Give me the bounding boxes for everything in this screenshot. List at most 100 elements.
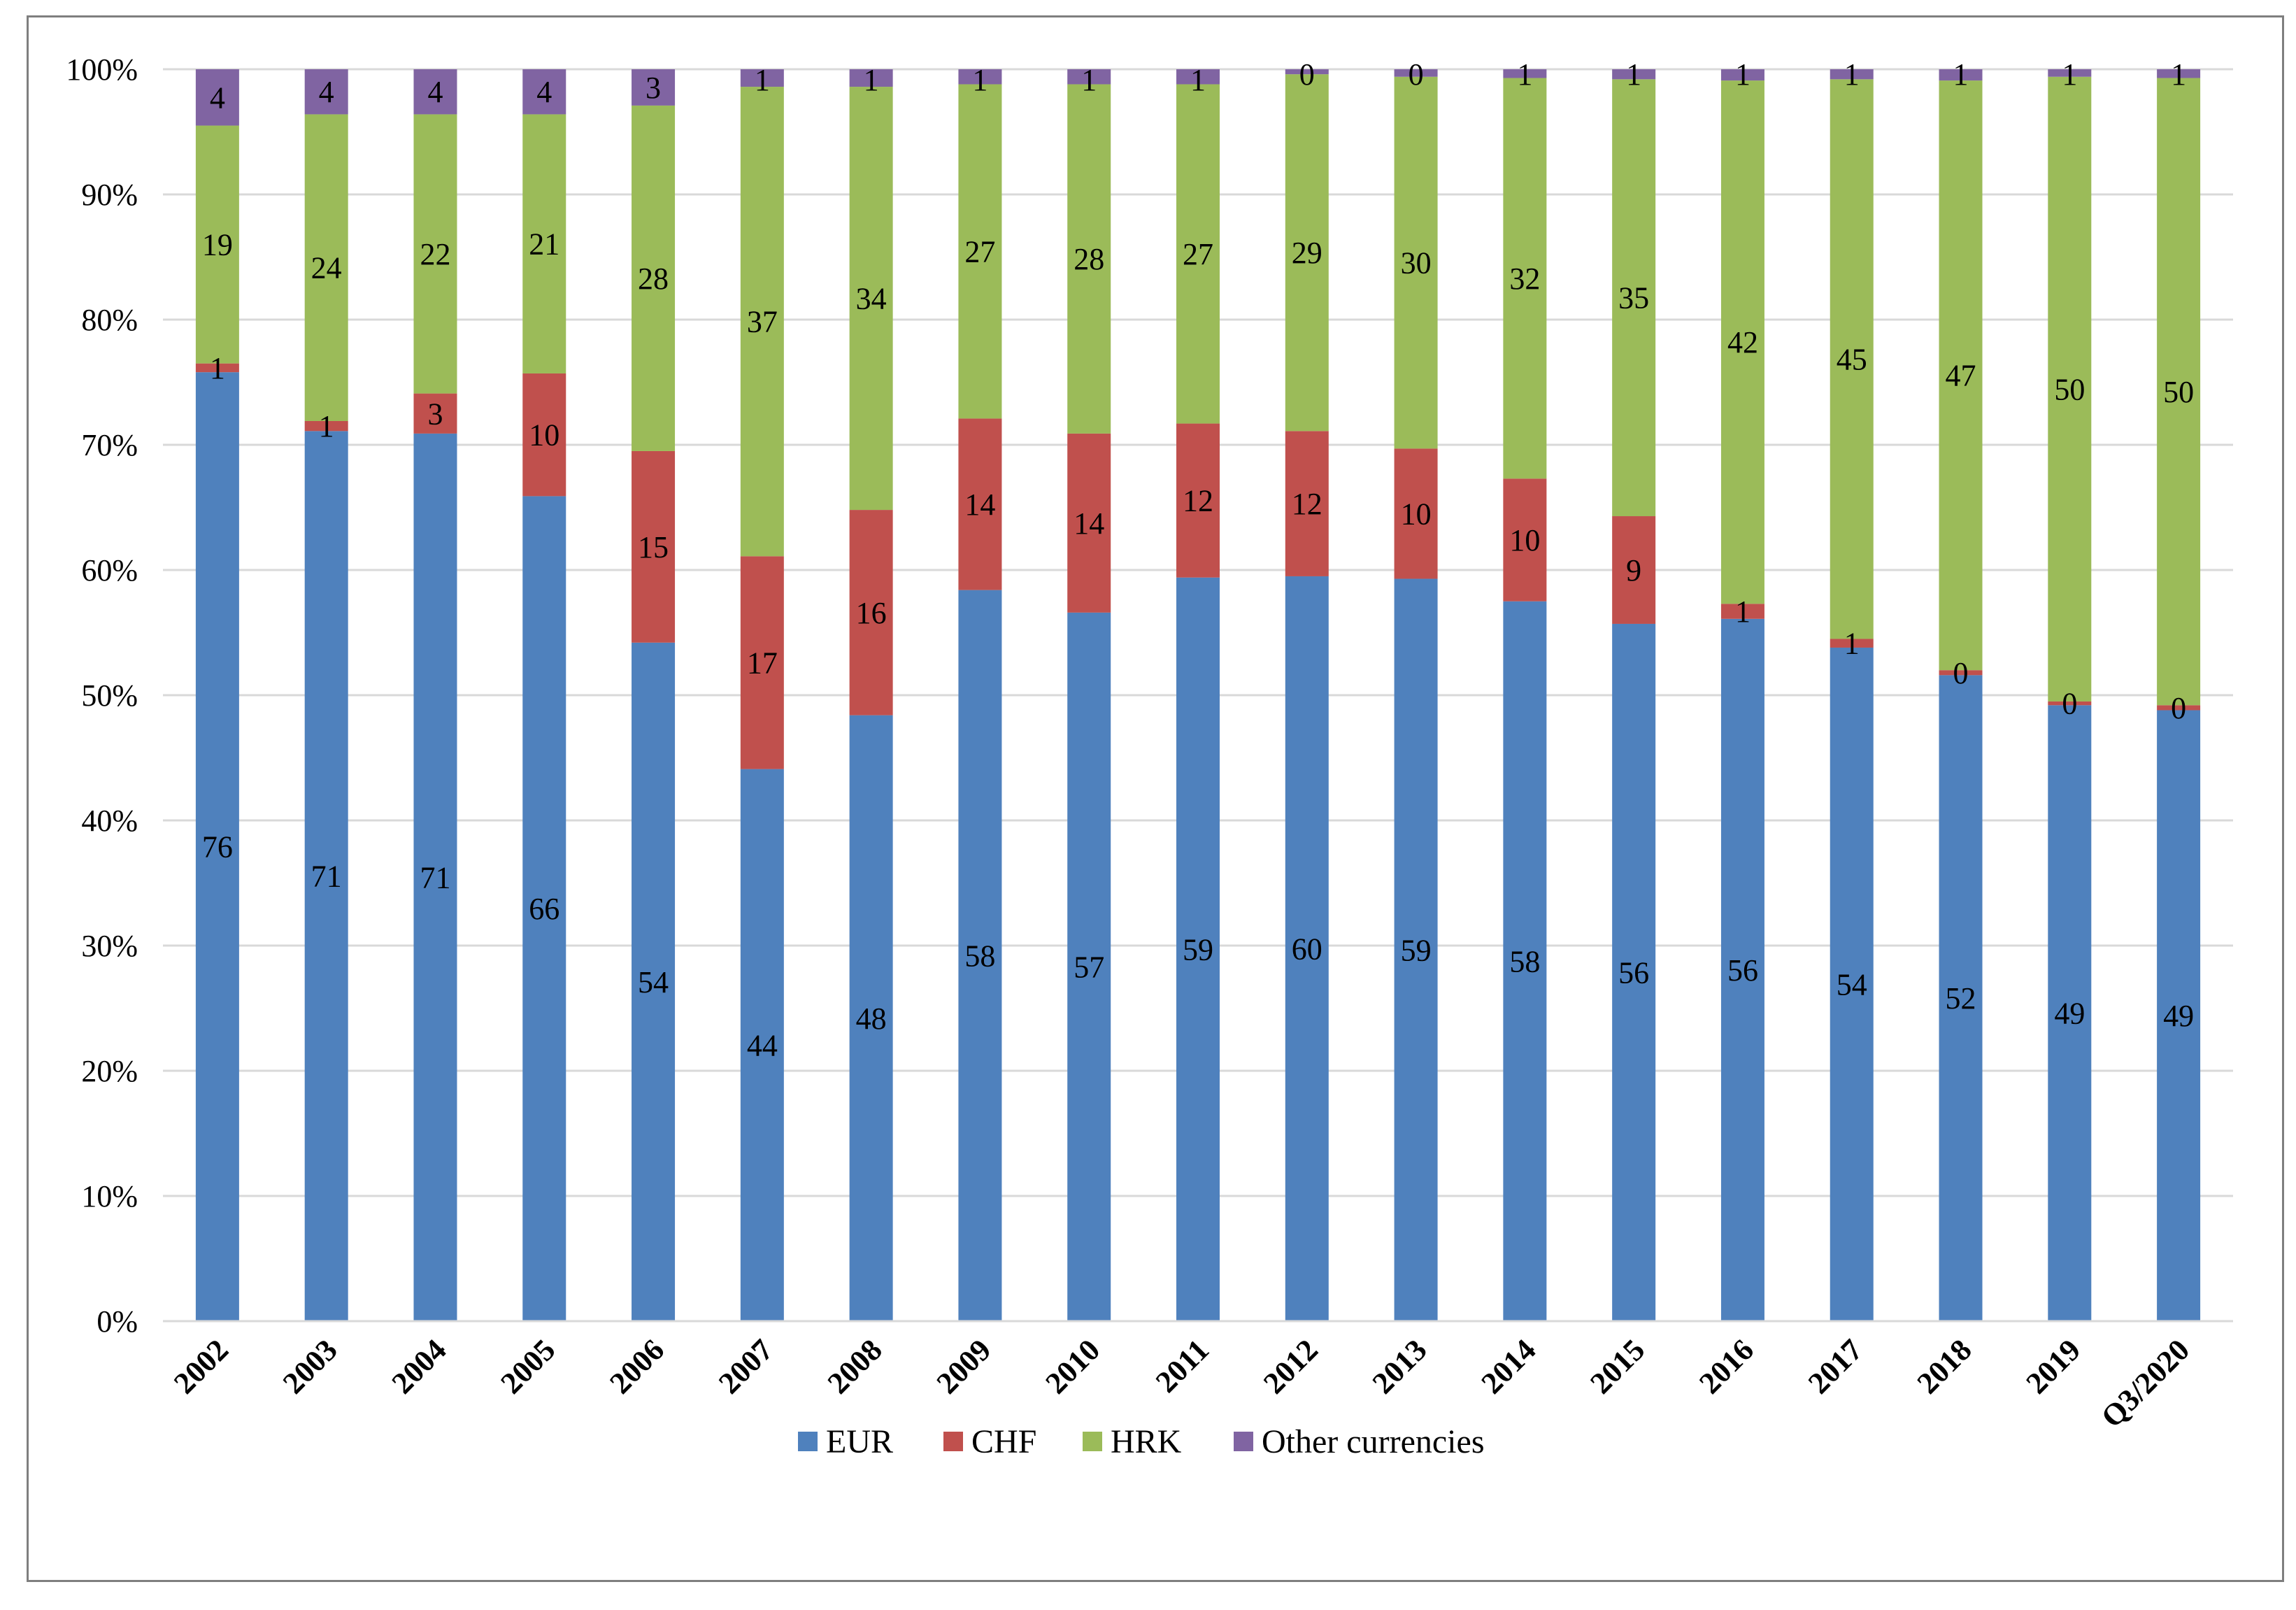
bar-segment-other-currencies xyxy=(522,69,566,115)
bar-segment-eur xyxy=(413,433,457,1321)
x-tick-label: 2019 xyxy=(2020,1332,2088,1400)
data-label-eur: 58 xyxy=(964,939,995,973)
data-label-chf: 0 xyxy=(2171,691,2186,725)
data-label-other-currencies: 1 xyxy=(2062,57,2077,92)
y-tick-label: 10% xyxy=(81,1179,138,1213)
bar-segment-other-currencies xyxy=(1067,69,1111,85)
data-label-hrk: 32 xyxy=(1509,262,1540,296)
bar-segment-other-currencies xyxy=(413,69,457,115)
bar-segment-other-currencies xyxy=(1285,69,1329,75)
bar-segment-eur xyxy=(1394,578,1438,1321)
data-label-other-currencies: 1 xyxy=(1626,57,1641,92)
x-tick-label: 2005 xyxy=(494,1332,562,1400)
data-label-chf: 1 xyxy=(319,409,334,443)
data-label-hrk: 27 xyxy=(964,234,995,269)
bar-segment-chf xyxy=(2048,701,2092,706)
bar-segment-other-currencies xyxy=(1612,69,1656,80)
legend-swatch-eur xyxy=(798,1432,818,1451)
data-label-hrk: 35 xyxy=(1618,281,1649,315)
bar-segment-chf xyxy=(1939,670,1983,676)
data-label-hrk: 45 xyxy=(1837,342,1867,376)
y-tick-label: 0% xyxy=(97,1304,138,1339)
data-label-hrk: 21 xyxy=(529,227,559,262)
bar-segment-eur xyxy=(958,590,1002,1321)
data-label-other-currencies: 1 xyxy=(1735,57,1750,92)
x-tick-label: 2011 xyxy=(1149,1332,1215,1399)
bar-segment-chf xyxy=(195,363,239,373)
data-label-eur: 54 xyxy=(1837,967,1867,1002)
data-label-chf: 16 xyxy=(856,596,887,630)
data-label-hrk: 22 xyxy=(420,237,450,271)
data-label-eur: 71 xyxy=(420,860,450,895)
bar-segment-other-currencies xyxy=(849,69,893,87)
x-tick-label: 2012 xyxy=(1257,1332,1325,1400)
bar-segment-hrk xyxy=(1285,74,1329,432)
data-label-other-currencies: 4 xyxy=(536,75,552,109)
legend-label-hrk: HRK xyxy=(1111,1423,1182,1460)
bar-segment-hrk xyxy=(195,125,239,364)
bar-segment-other-currencies xyxy=(1939,69,1983,81)
data-label-other-currencies: 1 xyxy=(972,63,987,97)
bar-segment-eur xyxy=(1176,577,1220,1321)
data-label-hrk: 30 xyxy=(1401,246,1432,280)
data-label-eur: 57 xyxy=(1074,950,1104,984)
data-label-other-currencies: 1 xyxy=(1953,57,1969,92)
bar-segment-hrk xyxy=(2048,76,2092,701)
data-label-hrk: 27 xyxy=(1183,237,1213,271)
bar-segment-chf xyxy=(1720,604,1764,619)
data-label-other-currencies: 0 xyxy=(1299,57,1315,92)
x-tick-label: 2018 xyxy=(1911,1332,1978,1400)
bar-segment-chf xyxy=(2157,705,2201,711)
bar-segment-eur xyxy=(1939,675,1983,1321)
x-tick-label: 2010 xyxy=(1039,1332,1106,1400)
axes: 0% 10% 20% 30% 40% 50% 60% 70% 80% 90% 100% 2002 200… xyxy=(66,52,2233,1434)
x-tick-label: Q3/2020 xyxy=(2095,1332,2196,1434)
data-label-chf: 0 xyxy=(1953,656,1969,690)
x-tick-label: 2013 xyxy=(1366,1332,1434,1400)
bar-segment-chf xyxy=(632,450,676,643)
data-label-eur: 59 xyxy=(1183,932,1213,967)
bar-segment-hrk xyxy=(1720,80,1764,604)
y-tick-label: 60% xyxy=(81,553,138,587)
bar-segment-other-currencies xyxy=(304,69,348,115)
bar-segment-other-currencies xyxy=(2048,69,2092,77)
data-label-other-currencies: 1 xyxy=(1844,57,1860,92)
bars xyxy=(195,69,2201,1322)
chart-frame: 76 1 19 4 71 1 24 4 71 3 22 4 66 10 21 4 54 15 28 3 44 17 37 1 4… xyxy=(27,15,2284,1582)
bar-segment-chf xyxy=(413,393,457,434)
bar-segment-hrk xyxy=(849,87,893,511)
data-label-chf: 14 xyxy=(1074,506,1104,541)
bar-segment-hrk xyxy=(1830,79,1874,639)
bar-segment-other-currencies xyxy=(1830,69,1874,80)
legend-label-eur: EUR xyxy=(826,1423,893,1460)
legend-swatch-hrk xyxy=(1083,1432,1102,1451)
data-label-chf: 9 xyxy=(1626,553,1641,587)
bar-segment-other-currencies xyxy=(195,69,239,126)
data-label-chf: 1 xyxy=(210,351,225,385)
data-label-chf: 0 xyxy=(2062,687,2077,721)
data-label-eur: 49 xyxy=(2054,997,2085,1031)
data-label-chf: 1 xyxy=(1844,627,1860,661)
bar-segment-hrk xyxy=(522,114,566,373)
data-label-hrk: 34 xyxy=(856,282,887,316)
data-label-eur: 59 xyxy=(1401,933,1432,967)
y-tick-label: 40% xyxy=(81,804,138,838)
data-label-other-currencies: 3 xyxy=(646,71,661,105)
data-label-chf: 3 xyxy=(427,397,443,431)
data-label-chf: 10 xyxy=(529,418,559,453)
bar-segment-other-currencies xyxy=(1176,69,1220,85)
bar-segment-eur xyxy=(740,769,784,1321)
bar-segment-other-currencies xyxy=(740,69,784,87)
legend-swatch-chf xyxy=(943,1432,963,1451)
bar-segment-chf xyxy=(1067,433,1111,613)
data-label-eur: 48 xyxy=(856,1002,887,1036)
data-label-chf: 10 xyxy=(1509,523,1540,557)
bar-segment-hrk xyxy=(413,114,457,394)
data-label-eur: 56 xyxy=(1727,953,1758,988)
y-tick-label: 70% xyxy=(81,428,138,462)
data-labels: 7611947112447132246610214541528344173714… xyxy=(202,57,2194,1062)
bar-segment-chf xyxy=(958,418,1002,590)
bar-segment-hrk xyxy=(1503,78,1547,479)
bar-segment-chf xyxy=(1285,431,1329,576)
data-label-hrk: 50 xyxy=(2163,375,2194,409)
